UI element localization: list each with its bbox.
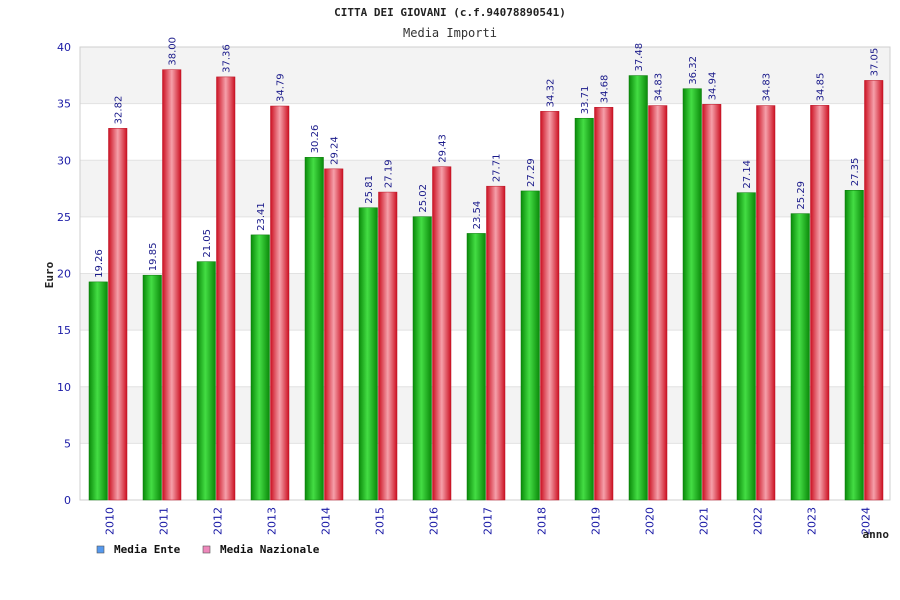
bar-value-label: 27.71 xyxy=(491,154,502,183)
bar-value-label: 27.14 xyxy=(742,160,753,189)
bar-nazionale xyxy=(864,80,884,501)
x-tick-label: 2015 xyxy=(374,507,387,535)
bar-nazionale xyxy=(324,168,344,501)
bar-nazionale xyxy=(756,105,776,501)
bar-nazionale xyxy=(810,105,830,501)
bar-nazionale xyxy=(108,128,128,501)
bar-ente xyxy=(466,233,486,501)
x-tick-label: 2017 xyxy=(482,507,495,535)
bar-value-label: 34.83 xyxy=(761,73,772,102)
bar-value-label: 27.19 xyxy=(383,159,394,188)
x-tick-label: 2011 xyxy=(158,507,171,535)
bar-nazionale xyxy=(216,76,236,501)
bar-ente xyxy=(736,192,756,501)
bar-value-label: 25.29 xyxy=(796,181,807,210)
bar-value-label: 34.68 xyxy=(599,75,610,104)
bar-ente xyxy=(358,207,378,501)
bars: 19.26 32.82 19.85 38.00 21.05 37.36 23.41 34.79… xyxy=(88,37,884,501)
bar-ente xyxy=(142,274,162,501)
chart-subtitle: Media Importi xyxy=(403,26,497,40)
x-tick-label: 2024 xyxy=(860,507,873,535)
bar-ente xyxy=(682,88,702,501)
y-tick-label: 25 xyxy=(57,211,71,224)
x-tick-label: 2022 xyxy=(752,507,765,535)
y-tick-label: 20 xyxy=(57,268,71,281)
y-tick-label: 35 xyxy=(57,98,71,111)
legend-label: Media Ente xyxy=(114,543,181,556)
bar-nazionale xyxy=(594,106,614,501)
bar-value-label: 25.81 xyxy=(364,175,375,204)
x-tick-label: 2023 xyxy=(806,507,819,535)
bar-ente xyxy=(628,75,648,501)
bar-ente xyxy=(844,190,864,501)
bar-value-label: 36.32 xyxy=(688,56,699,85)
x-axis-ticks: 2010 2011 2012 2013 2014 2015 2016 2017 2018 2019… xyxy=(104,507,873,535)
x-tick-label: 2016 xyxy=(428,507,441,535)
bar-nazionale xyxy=(540,111,560,501)
bar-nazionale xyxy=(702,104,722,501)
x-tick-label: 2012 xyxy=(212,507,225,535)
x-tick-label: 2021 xyxy=(698,507,711,535)
y-tick-label: 10 xyxy=(57,381,71,394)
x-tick-label: 2019 xyxy=(590,507,603,535)
bar-value-label: 37.36 xyxy=(221,44,232,73)
y-tick-label: 15 xyxy=(57,324,71,337)
bar-value-label: 21.05 xyxy=(202,229,213,258)
bar-value-label: 23.54 xyxy=(472,201,483,230)
bar-value-label: 25.02 xyxy=(418,184,429,213)
bar-value-label: 30.26 xyxy=(310,125,321,154)
x-tick-label: 2020 xyxy=(644,507,657,535)
x-axis-label: anno xyxy=(863,528,890,541)
bar-value-label: 27.35 xyxy=(850,158,861,187)
y-tick-label: 0 xyxy=(64,494,71,507)
bar-ente xyxy=(304,157,324,501)
bar-value-label: 33.71 xyxy=(580,86,591,115)
bar-value-label: 23.41 xyxy=(256,202,267,231)
y-tick-label: 5 xyxy=(64,437,71,450)
chart-title: CITTA DEI GIOVANI (c.f.94078890541) xyxy=(334,6,566,19)
bar-nazionale xyxy=(270,105,290,501)
bar-ente xyxy=(520,190,540,501)
bar-value-label: 29.43 xyxy=(437,134,448,163)
bar-nazionale xyxy=(486,185,506,501)
bar-value-label: 34.79 xyxy=(275,73,286,102)
bar-value-label: 32.82 xyxy=(113,96,124,125)
bar-ente xyxy=(88,281,108,501)
bar-value-label: 37.48 xyxy=(634,43,645,72)
legend-swatch xyxy=(96,545,105,554)
bar-ente xyxy=(574,117,594,501)
grid-band xyxy=(80,47,890,104)
bar-value-label: 19.26 xyxy=(94,249,105,278)
bar-nazionale xyxy=(378,191,398,501)
bar-nazionale xyxy=(432,166,452,501)
x-tick-label: 2013 xyxy=(266,507,279,535)
y-axis-label: Euro xyxy=(43,261,56,288)
bar-ente xyxy=(250,234,270,501)
x-tick-label: 2014 xyxy=(320,507,333,535)
bar-value-label: 34.85 xyxy=(815,73,826,102)
legend-swatch xyxy=(202,545,211,554)
y-tick-label: 40 xyxy=(57,41,71,54)
x-tick-label: 2018 xyxy=(536,507,549,535)
bar-value-label: 19.85 xyxy=(148,243,159,272)
bar-ente xyxy=(412,216,432,501)
bar-value-label: 29.24 xyxy=(329,136,340,165)
bar-value-label: 34.32 xyxy=(545,79,556,108)
bar-value-label: 34.94 xyxy=(707,72,718,101)
bar-nazionale xyxy=(162,69,182,501)
legend-label: Media Nazionale xyxy=(220,543,320,556)
bar-ente xyxy=(196,261,216,501)
bar-value-label: 37.05 xyxy=(869,48,880,77)
x-tick-label: 2010 xyxy=(104,507,117,535)
bar-ente xyxy=(790,213,810,501)
bar-value-label: 27.29 xyxy=(526,158,537,187)
bar-value-label: 34.83 xyxy=(653,73,664,102)
y-axis-ticks: 0 5 10 15 20 25 30 35 40 xyxy=(57,41,71,507)
y-tick-label: 30 xyxy=(57,154,71,167)
legend: Media Ente Media Nazionale xyxy=(96,543,320,556)
bar-value-label: 38.00 xyxy=(167,37,178,66)
bar-nazionale xyxy=(648,105,668,501)
